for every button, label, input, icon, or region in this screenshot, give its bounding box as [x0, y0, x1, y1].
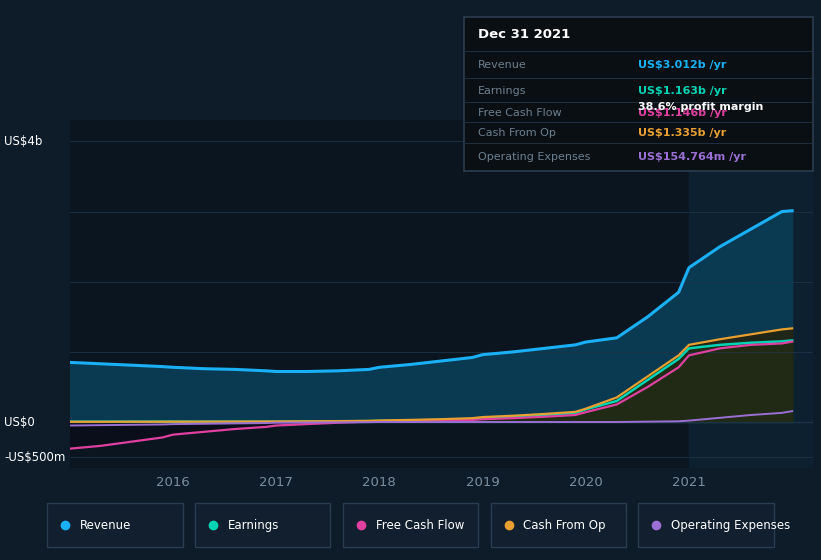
Text: US$1.163b /yr: US$1.163b /yr — [639, 86, 727, 96]
Text: Free Cash Flow: Free Cash Flow — [376, 519, 464, 531]
Bar — [689, 120, 813, 468]
FancyBboxPatch shape — [48, 503, 183, 547]
Text: Cash From Op: Cash From Op — [478, 128, 556, 138]
FancyBboxPatch shape — [343, 503, 478, 547]
Text: Operating Expenses: Operating Expenses — [478, 152, 590, 162]
FancyBboxPatch shape — [195, 503, 330, 547]
Text: US$1.335b /yr: US$1.335b /yr — [639, 128, 727, 138]
Text: US$154.764m /yr: US$154.764m /yr — [639, 152, 746, 162]
Text: US$0: US$0 — [4, 416, 34, 428]
Text: Earnings: Earnings — [228, 519, 279, 531]
Text: Operating Expenses: Operating Expenses — [672, 519, 791, 531]
Text: 38.6% profit margin: 38.6% profit margin — [639, 102, 764, 112]
Text: -US$500m: -US$500m — [4, 451, 66, 464]
Text: Earnings: Earnings — [478, 86, 526, 96]
Text: Revenue: Revenue — [80, 519, 131, 531]
Text: US$3.012b /yr: US$3.012b /yr — [639, 60, 727, 71]
Text: Dec 31 2021: Dec 31 2021 — [478, 27, 570, 40]
FancyBboxPatch shape — [639, 503, 774, 547]
Text: US$1.146b /yr: US$1.146b /yr — [639, 108, 727, 118]
Text: Free Cash Flow: Free Cash Flow — [478, 108, 562, 118]
Text: US$4b: US$4b — [4, 135, 43, 148]
Text: Revenue: Revenue — [478, 60, 526, 71]
FancyBboxPatch shape — [464, 17, 813, 171]
FancyBboxPatch shape — [491, 503, 626, 547]
Text: Cash From Op: Cash From Op — [524, 519, 606, 531]
